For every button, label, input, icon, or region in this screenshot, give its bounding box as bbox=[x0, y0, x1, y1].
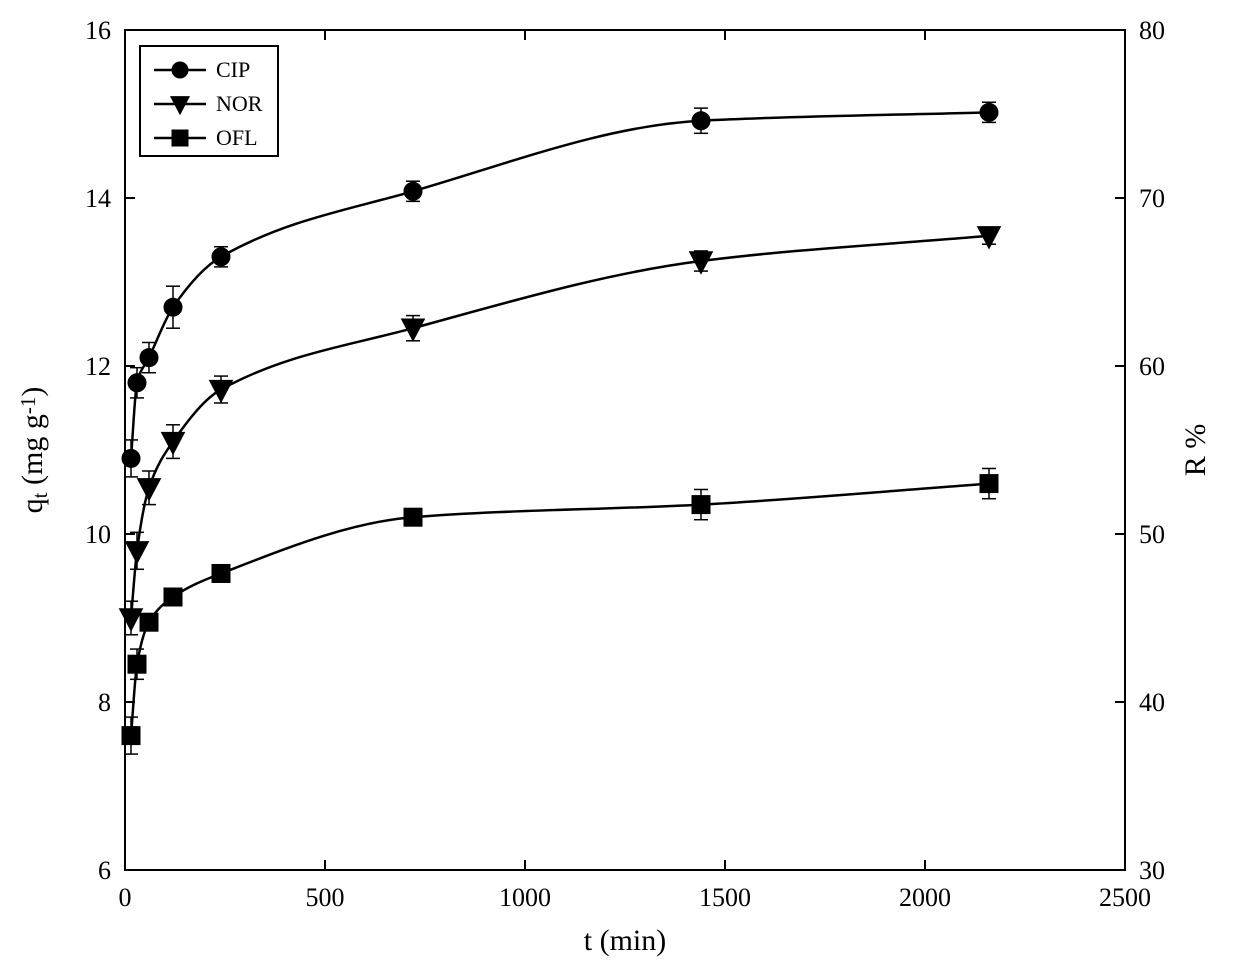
marker-OFL bbox=[140, 613, 158, 631]
series-NOR bbox=[120, 227, 1001, 635]
marker-OFL bbox=[692, 496, 710, 514]
y-left-axis-title: qt (mg g-1) bbox=[16, 387, 53, 514]
y-right-tick-label: 80 bbox=[1139, 16, 1165, 45]
marker-CIP bbox=[140, 349, 158, 367]
y-left-tick-label: 10 bbox=[85, 520, 111, 549]
kinetics-chart: 0 500 1000 1500 2000 2500 6 8 10 12 14 16 30 40 50 60 70… bbox=[0, 0, 1240, 967]
legend-label-OFL: OFL bbox=[216, 125, 258, 150]
y-right-axis-title: R % bbox=[1179, 424, 1212, 477]
x-tick-label: 500 bbox=[306, 883, 345, 912]
marker-NOR bbox=[120, 609, 143, 631]
y-left-tick-label: 14 bbox=[85, 184, 111, 213]
y-right-tick-label: 70 bbox=[1139, 184, 1165, 213]
y-left-tick-label: 6 bbox=[98, 856, 111, 885]
marker-OFL bbox=[128, 655, 146, 673]
marker-CIP bbox=[980, 103, 998, 121]
legend-marker-NOR bbox=[171, 97, 189, 114]
y-right-tick-label: 30 bbox=[1139, 856, 1165, 885]
marker-CIP bbox=[164, 298, 182, 316]
marker-CIP bbox=[128, 374, 146, 392]
y-right-tick-label: 40 bbox=[1139, 688, 1165, 717]
x-tick-label: 0 bbox=[119, 883, 132, 912]
legend-label-NOR: NOR bbox=[216, 91, 263, 116]
x-axis-title: t (min) bbox=[584, 924, 667, 957]
x-tick-label: 2000 bbox=[899, 883, 951, 912]
marker-OFL bbox=[122, 727, 140, 745]
legend: CIP NOR OFL bbox=[140, 46, 278, 156]
marker-NOR bbox=[126, 542, 149, 564]
marker-NOR bbox=[138, 479, 161, 501]
marker-NOR bbox=[162, 432, 185, 454]
marker-CIP bbox=[212, 248, 230, 266]
marker-CIP bbox=[692, 112, 710, 130]
series-line-OFL bbox=[131, 484, 989, 736]
series-line-CIP bbox=[131, 112, 989, 458]
marker-OFL bbox=[212, 564, 230, 582]
y-left-tick-label: 16 bbox=[85, 16, 111, 45]
y-right-tick-label: 50 bbox=[1139, 520, 1165, 549]
marker-NOR bbox=[210, 380, 233, 402]
legend-marker-CIP bbox=[172, 62, 188, 78]
marker-OFL bbox=[980, 475, 998, 493]
y-left-tick-label: 8 bbox=[98, 688, 111, 717]
y-right-tick-label: 60 bbox=[1139, 352, 1165, 381]
marker-CIP bbox=[404, 182, 422, 200]
series-line-NOR bbox=[131, 236, 989, 618]
chart-container: 0 500 1000 1500 2000 2500 6 8 10 12 14 16 30 40 50 60 70… bbox=[0, 0, 1240, 967]
marker-OFL bbox=[164, 588, 182, 606]
marker-CIP bbox=[122, 449, 140, 467]
y-left-tick-label: 12 bbox=[85, 352, 111, 381]
legend-label-CIP: CIP bbox=[216, 57, 250, 82]
x-tick-label: 2500 bbox=[1099, 883, 1151, 912]
x-tick-label: 1000 bbox=[499, 883, 551, 912]
x-tick-label: 1500 bbox=[699, 883, 751, 912]
marker-OFL bbox=[404, 508, 422, 526]
legend-marker-OFL bbox=[172, 130, 188, 146]
series-OFL bbox=[122, 468, 998, 754]
